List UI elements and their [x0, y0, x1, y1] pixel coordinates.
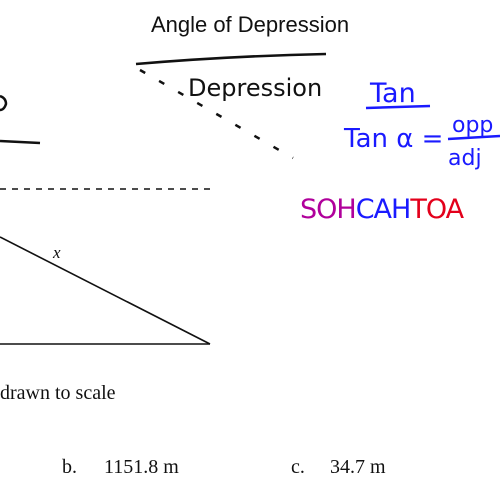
- choice-c-value: 34.7 m: [330, 456, 386, 478]
- tan-underline: [365, 104, 431, 110]
- choice-c-letter: c.: [291, 456, 305, 478]
- partial-handwriting-stroke: [0, 94, 8, 112]
- tan-heading: Tan: [369, 78, 416, 109]
- mnemonic-cah: CAH: [355, 194, 412, 225]
- soh-cah-toa-mnemonic: SOHCAHTOA: [300, 194, 464, 225]
- tan-denominator: adj: [448, 146, 482, 171]
- tan-numerator: opp: [452, 113, 493, 138]
- horizontal-reference-line: [135, 52, 327, 66]
- depression-label: Depression: [188, 74, 322, 102]
- slide-title: Angle of Depression: [150, 12, 350, 37]
- fraction-bar: [447, 134, 500, 141]
- depression-dashed-line: [139, 68, 294, 160]
- scale-note: drawn to scale: [0, 382, 116, 404]
- choice-b-value: 1151.8 m: [104, 456, 179, 478]
- tan-formula-left: Tan α =: [343, 124, 443, 154]
- mnemonic-toa: TOA: [410, 194, 464, 225]
- choice-b-letter: b.: [62, 456, 77, 478]
- triangle-hypotenuse: [0, 236, 211, 345]
- partial-underline-stroke: [0, 139, 41, 145]
- mnemonic-soh: SOH: [300, 194, 357, 225]
- hypotenuse-label: x: [52, 243, 61, 262]
